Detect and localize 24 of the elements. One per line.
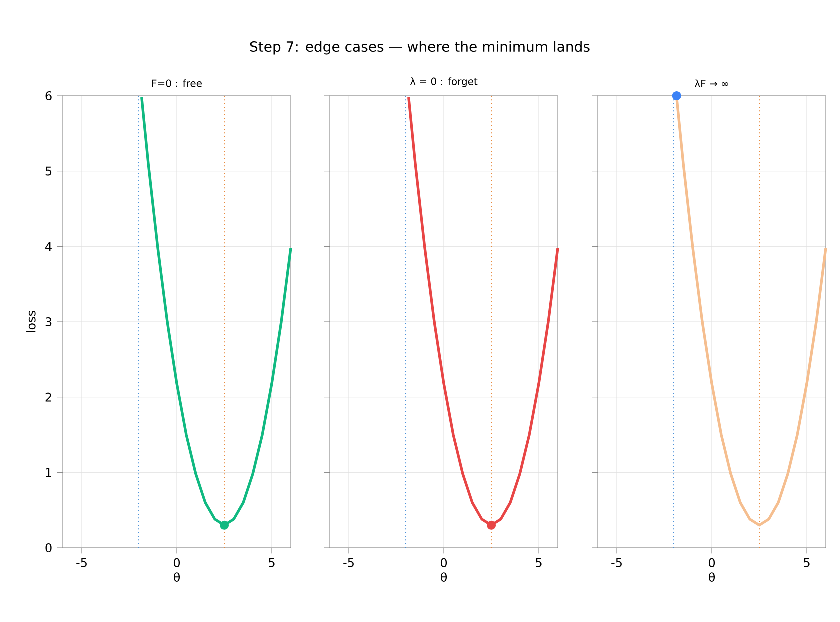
y-tick-label: 6 <box>46 91 52 101</box>
x-axis-title: θ <box>174 572 180 582</box>
chart-title: F=0 : free <box>152 80 202 88</box>
x-axis-title: θ <box>709 572 716 582</box>
x-tick-label: -5 <box>612 558 622 568</box>
x-tick-label: 5 <box>536 558 542 568</box>
y-axis-title: loss <box>26 310 36 332</box>
chart-title: λ = 0 : forget <box>410 78 478 88</box>
x-tick-label: 0 <box>440 558 448 568</box>
x-tick-label: 5 <box>804 558 810 568</box>
x-tick-label: -5 <box>344 558 354 568</box>
y-tick-label: 2 <box>46 392 52 402</box>
y-tick-label: 4 <box>46 242 52 252</box>
y-tick-label: 5 <box>46 166 52 176</box>
text: Step 7: edge cases — where the minimum lands <box>250 41 590 55</box>
x-tick-label: 5 <box>269 558 275 568</box>
x-tick-label: 0 <box>174 558 180 568</box>
y-tick-label: 0 <box>46 543 52 553</box>
y-tick-label: 1 <box>46 468 52 478</box>
x-tick-label: 0 <box>708 558 716 568</box>
x-tick-label: -5 <box>76 558 87 568</box>
x-axis-title: θ <box>441 572 448 582</box>
chart-title: λF → ∞ <box>694 80 728 88</box>
y-tick-label: 3 <box>46 317 52 327</box>
